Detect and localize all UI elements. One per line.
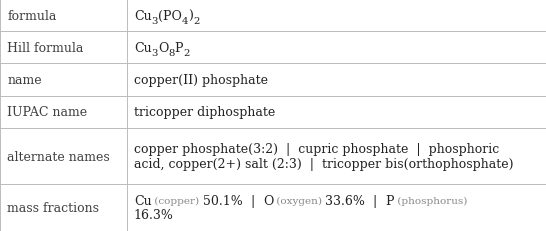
- Text: 2: 2: [183, 49, 189, 58]
- Text: tricopper diphosphate: tricopper diphosphate: [134, 106, 275, 119]
- Text: name: name: [7, 74, 41, 87]
- Text: copper phosphate(3:2)  |  cupric phosphate  |  phosphoric: copper phosphate(3:2) | cupric phosphate…: [134, 142, 499, 155]
- Text: P: P: [385, 194, 394, 207]
- Text: (copper): (copper): [151, 196, 203, 205]
- Text: mass fractions: mass fractions: [7, 201, 99, 214]
- Text: IUPAC name: IUPAC name: [7, 106, 87, 119]
- Text: 8: 8: [168, 49, 175, 58]
- Text: (oxygen): (oxygen): [273, 196, 325, 205]
- Text: alternate names: alternate names: [7, 150, 110, 163]
- Text: Cu: Cu: [134, 42, 151, 55]
- Text: 4: 4: [182, 17, 188, 26]
- Text: (phosphorus): (phosphorus): [394, 196, 467, 205]
- Text: (PO: (PO: [158, 9, 182, 22]
- Text: ): ): [188, 9, 193, 22]
- Text: 16.3%: 16.3%: [134, 208, 174, 221]
- Text: O: O: [263, 194, 273, 207]
- Text: |: |: [242, 194, 263, 207]
- Text: Cu: Cu: [134, 9, 151, 22]
- Text: 3: 3: [151, 17, 158, 26]
- Text: |: |: [365, 194, 385, 207]
- Text: 50.1%: 50.1%: [203, 194, 242, 207]
- Text: O: O: [158, 42, 168, 55]
- Text: formula: formula: [7, 9, 56, 22]
- Text: P: P: [175, 42, 183, 55]
- Text: 33.6%: 33.6%: [325, 194, 365, 207]
- Text: 3: 3: [151, 49, 158, 58]
- Text: Hill formula: Hill formula: [7, 42, 84, 55]
- Text: Cu: Cu: [134, 194, 151, 207]
- Text: acid, copper(2+) salt (2:3)  |  tricopper bis(orthophosphate): acid, copper(2+) salt (2:3) | tricopper …: [134, 158, 513, 171]
- Text: 2: 2: [193, 17, 199, 26]
- Text: copper(II) phosphate: copper(II) phosphate: [134, 74, 268, 87]
